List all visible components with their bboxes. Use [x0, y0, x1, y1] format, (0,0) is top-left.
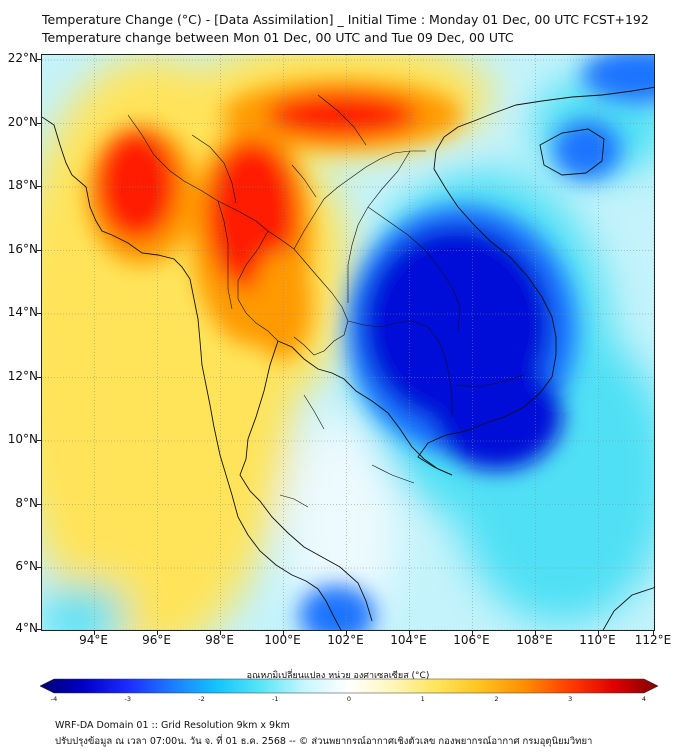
- lat-tick-mark: [37, 186, 41, 187]
- lat-tick-label: 18°N: [7, 178, 38, 192]
- lon-tick-mark: [408, 631, 410, 635]
- lon-tick-label: 96°E: [142, 633, 171, 647]
- lat-tick-mark: [37, 313, 41, 314]
- colorbar-tick-label: -1: [272, 695, 279, 703]
- lat-tick-label: 10°N: [7, 432, 38, 446]
- colorbar-title: อุณหภูมิเปลี่ยนแปลง หน่วย องศาเซลเซียส (…: [246, 671, 430, 681]
- map-canvas: [42, 55, 654, 630]
- lon-tick-label: 100°E: [264, 633, 301, 647]
- lon-tick-mark: [653, 631, 654, 635]
- chart-subtitle: Temperature change between Mon 01 Dec, 0…: [42, 30, 514, 45]
- warm-zone-thai-north: [252, 250, 312, 360]
- footer-credit: ปรับปรุงข้อมูล ณ เวลา 07:00น. วัน จ. ที่…: [55, 736, 593, 747]
- lon-tick-label: 110°E: [579, 633, 616, 647]
- colorbar-tick-label: 4: [641, 695, 647, 703]
- lat-tick-label: 16°N: [7, 241, 38, 256]
- lon-tick-mark: [534, 631, 536, 635]
- graticule: [42, 55, 654, 630]
- colorbar-tick-label: -3: [124, 695, 131, 703]
- border-lines: [127, 94, 525, 508]
- lat-tick-mark: [37, 629, 41, 630]
- footer-model-info: WRF-DA Domain 01 :: Grid Resolution 9km …: [55, 720, 290, 731]
- lon-tick-mark: [597, 631, 599, 635]
- gulf-of-thailand-coast: [277, 340, 453, 476]
- cold-spot-north-edge: [582, 55, 654, 103]
- lon-tick-label: 112°E: [634, 633, 672, 647]
- cold-spot-south: [299, 585, 375, 630]
- lat-tick-label: 22°N: [7, 51, 38, 65]
- colorbar-tick-label: 3: [568, 695, 573, 703]
- lon-tick-mark: [282, 631, 284, 635]
- cold-spot-mekong: [432, 360, 562, 470]
- colorbar-tick-label: 0: [346, 695, 352, 703]
- colorbar-tick-label: -4: [50, 695, 58, 703]
- lat-tick-mark: [37, 249, 41, 251]
- coastlines: [42, 86, 654, 630]
- chart-title: Temperature Change (°C) - [Data Assimila…: [42, 12, 649, 27]
- myanmar-coast: [42, 116, 233, 496]
- lat-tick-mark: [37, 503, 41, 505]
- peninsula-west-coast: [231, 494, 342, 630]
- lon-tick-label: 104°E: [390, 633, 427, 647]
- hot-spot-myanmar: [97, 130, 177, 240]
- colorbar-tick-label: -2: [198, 695, 205, 703]
- lat-tick-label: 14°N: [7, 305, 38, 319]
- lat-tick-mark: [37, 567, 41, 568]
- lon-tick-label: 98°E: [205, 633, 234, 647]
- lat-tick-label: 6°N: [15, 559, 38, 573]
- lon-tick-label: 108°E: [516, 633, 553, 647]
- hainan-island: [539, 128, 605, 176]
- lat-tick-mark: [37, 122, 41, 124]
- lat-tick-label: 20°N: [7, 114, 38, 129]
- lat-tick-label: 8°N: [15, 495, 38, 510]
- lon-tick-mark: [156, 631, 158, 635]
- temperature-change-map: [41, 54, 655, 631]
- lon-tick-label: 106°E: [453, 633, 490, 647]
- lat-tick-mark: [37, 59, 41, 60]
- lon-tick-mark: [93, 631, 95, 635]
- lon-tick-mark: [219, 631, 221, 635]
- peninsula-east-coast: [239, 340, 373, 622]
- lat-tick-label: 4°N: [15, 621, 38, 635]
- cool-zone-southwest: [42, 585, 127, 630]
- borneo-coast: [602, 587, 654, 630]
- lat-tick-mark: [37, 376, 41, 378]
- lon-tick-label: 102°E: [327, 633, 364, 647]
- lon-tick-mark: [471, 631, 473, 635]
- colorbar-tick-label: 2: [494, 695, 499, 703]
- colorbar: [40, 678, 658, 694]
- colorbar-tick-label: 1: [420, 695, 425, 703]
- neutral-zone-gulf: [287, 415, 397, 630]
- lat-tick-label: 12°N: [7, 368, 38, 383]
- vietnam-coast: [417, 86, 654, 476]
- lat-tick-mark: [37, 440, 41, 441]
- lon-tick-mark: [345, 631, 347, 635]
- lon-tick-label: 94°E: [79, 633, 108, 647]
- cold-spot-hainan: [553, 120, 621, 180]
